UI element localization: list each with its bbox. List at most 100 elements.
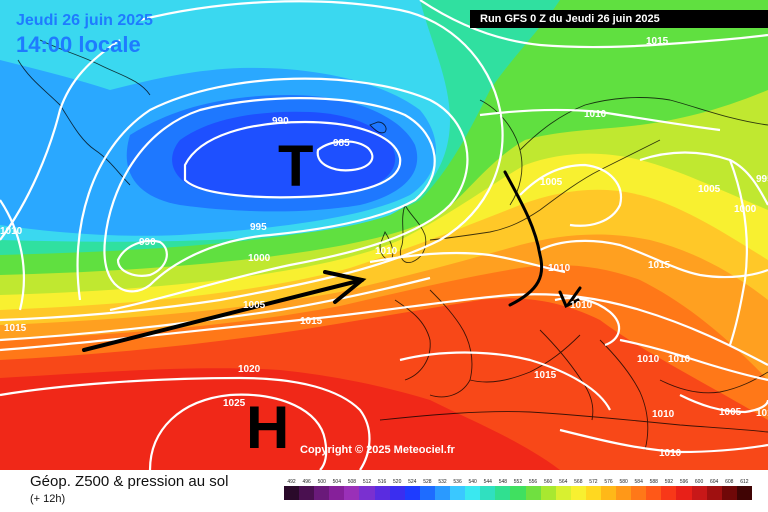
legend-label: 528 — [423, 479, 432, 485]
legend-item: 536 — [450, 478, 466, 500]
legend-item: 540 — [465, 478, 481, 500]
legend-item: 500 — [314, 478, 330, 500]
legend-label: 580 — [619, 479, 628, 485]
label-1015-c: 1015 — [648, 260, 671, 271]
legend-item: 520 — [389, 478, 405, 500]
label-1010-se2: 1010 — [668, 354, 691, 365]
legend-item: 524 — [404, 478, 420, 500]
legend-label: 572 — [589, 479, 598, 485]
isobar-1010-ne — [479, 108, 721, 132]
copyright-notice: Copyright © 2025 Meteociel.fr — [300, 444, 455, 456]
legend-swatch — [374, 486, 390, 500]
legend-item: 548 — [495, 478, 511, 500]
trough-arrow-head — [558, 290, 580, 309]
legend-swatch — [570, 486, 586, 500]
isobar-995 — [103, 97, 436, 293]
label-985: 985 — [333, 138, 350, 149]
annotations — [82, 170, 582, 352]
isobar-1010-sse — [559, 428, 768, 454]
label-1005-c: 1005 — [540, 177, 563, 188]
legend-swatch — [631, 486, 647, 500]
legend-label: 540 — [468, 479, 477, 485]
legend-label: 532 — [438, 479, 447, 485]
jet-arrow — [82, 278, 364, 352]
isobar-1015-s — [399, 351, 611, 411]
legend-swatch — [540, 486, 556, 500]
legend-swatch — [676, 486, 692, 500]
legend-item: 580 — [616, 478, 632, 500]
legend-item: 556 — [525, 478, 541, 500]
isobar-1015-ne — [419, 0, 768, 49]
legend-swatch — [510, 486, 526, 500]
legend-swatch — [691, 486, 707, 500]
label-1005-e: 1005 — [698, 184, 721, 195]
legend-label: 552 — [513, 479, 523, 485]
legend-label: 520 — [393, 479, 402, 485]
legend-swatch — [525, 486, 541, 500]
legend-label: 600 — [694, 479, 704, 485]
isobar-990-b — [116, 239, 168, 277]
legend-item: 508 — [344, 478, 360, 500]
legend-swatch — [284, 486, 300, 500]
legend-label: 512 — [362, 479, 372, 485]
isobar-1025 — [148, 393, 328, 470]
trough-line — [503, 170, 544, 307]
legend-swatch — [555, 486, 571, 500]
legend-label: 544 — [483, 479, 492, 485]
label-1020: 1020 — [238, 364, 261, 375]
trough-arrow — [566, 286, 582, 307]
legend-swatch — [495, 486, 511, 500]
legend-item: 596 — [676, 478, 692, 500]
legend-label: 608 — [725, 479, 734, 485]
legend-swatch — [736, 486, 752, 500]
legend-label: 560 — [543, 479, 553, 485]
label-1010-c: 1010 — [375, 246, 398, 257]
isobar-985 — [316, 140, 374, 172]
label-990-b: 990 — [139, 237, 156, 248]
label-1010-ee: 1010 — [756, 408, 768, 419]
legend-item: 512 — [359, 478, 375, 500]
legend-item: 552 — [510, 478, 526, 500]
legend-label: 604 — [710, 479, 719, 485]
legend-swatch — [616, 486, 632, 500]
legend-item: 568 — [570, 478, 586, 500]
legend-swatch — [314, 486, 330, 500]
legend-label: 496 — [302, 479, 311, 485]
legend-swatch — [434, 486, 451, 500]
legend-label: 536 — [453, 479, 462, 485]
legend-swatch — [450, 486, 466, 500]
high-pressure-symbol: H — [246, 394, 289, 461]
label-1015-it: 1015 — [534, 370, 557, 381]
legend-label: 584 — [634, 479, 643, 485]
jet-arrow-head — [323, 270, 367, 304]
isobar-1000 — [76, 77, 469, 312]
forecast-date: Jeudi 26 juin 2025 — [16, 12, 153, 29]
isobar-1020 — [0, 376, 371, 470]
legend-item: 592 — [661, 478, 677, 500]
legend-swatch — [721, 486, 737, 500]
legend-item: 612 — [736, 478, 752, 500]
label-1015-ne: 1015 — [646, 36, 669, 47]
legend-item: 572 — [585, 478, 601, 500]
color-scale-legend: 492 496 500 504 508 512 516 520 524 528 532 536 540 5… — [284, 478, 752, 500]
label-1010-d: 1010 — [548, 263, 571, 274]
isobar-1005-se — [679, 394, 768, 414]
label-990-a: 990 — [272, 116, 289, 127]
coastlines — [17, 39, 768, 451]
isobar-1015-ea — [728, 159, 748, 346]
legend-label: 596 — [679, 479, 689, 485]
isobar-1010-c — [539, 239, 768, 279]
legend-swatch — [404, 486, 420, 500]
map-parameter-title: Géop. Z500 & pression au sol — [30, 473, 229, 490]
legend-item: 584 — [631, 478, 647, 500]
legend-item: 528 — [419, 478, 435, 500]
label-1015-w: 1015 — [4, 323, 27, 334]
legend-item: 492 — [284, 478, 300, 500]
label-995-e: 995 — [756, 174, 768, 185]
label-1010-se3: 1010 — [652, 409, 675, 420]
label-1025: 1025 — [223, 398, 246, 409]
legend-item: 604 — [706, 478, 722, 500]
label-1010-se1: 1010 — [637, 354, 660, 365]
legend-swatch — [389, 486, 405, 500]
legend-item: 496 — [299, 478, 315, 500]
